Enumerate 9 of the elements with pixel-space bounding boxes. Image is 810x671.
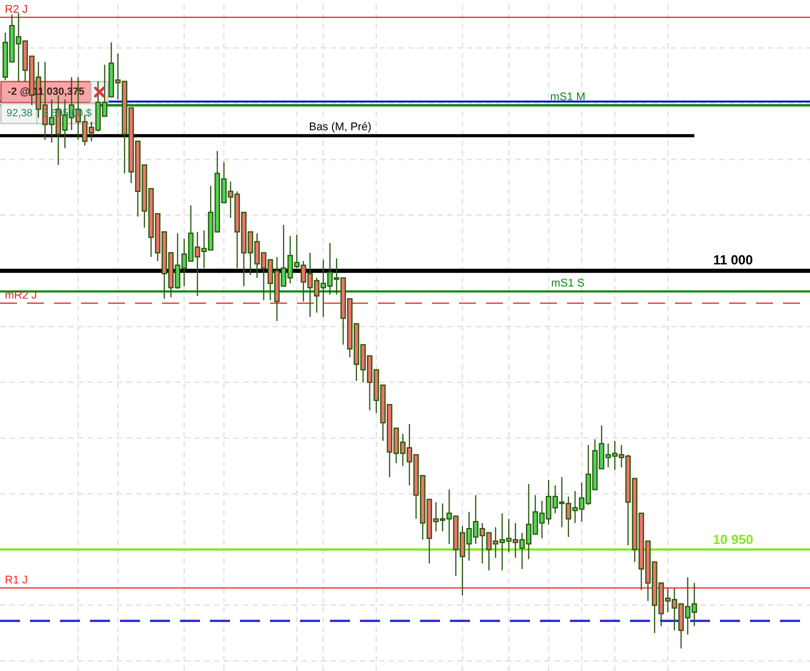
annotation: 92,38 bbox=[6, 108, 32, 118]
ref-line-label: mS1 S bbox=[552, 278, 584, 287]
ref-line-label: 11 000 bbox=[714, 255, 752, 264]
ref-line-label: 10 950 bbox=[714, 534, 753, 544]
ref-line-label: mS1 M bbox=[550, 92, 584, 100]
ref-line-label: R2 J bbox=[6, 4, 27, 13]
ref-line-label: mR2 J bbox=[6, 290, 36, 299]
ref-line-label: R1 J bbox=[6, 576, 27, 584]
ref-line-label: Bas (M, Pré) bbox=[310, 122, 371, 133]
